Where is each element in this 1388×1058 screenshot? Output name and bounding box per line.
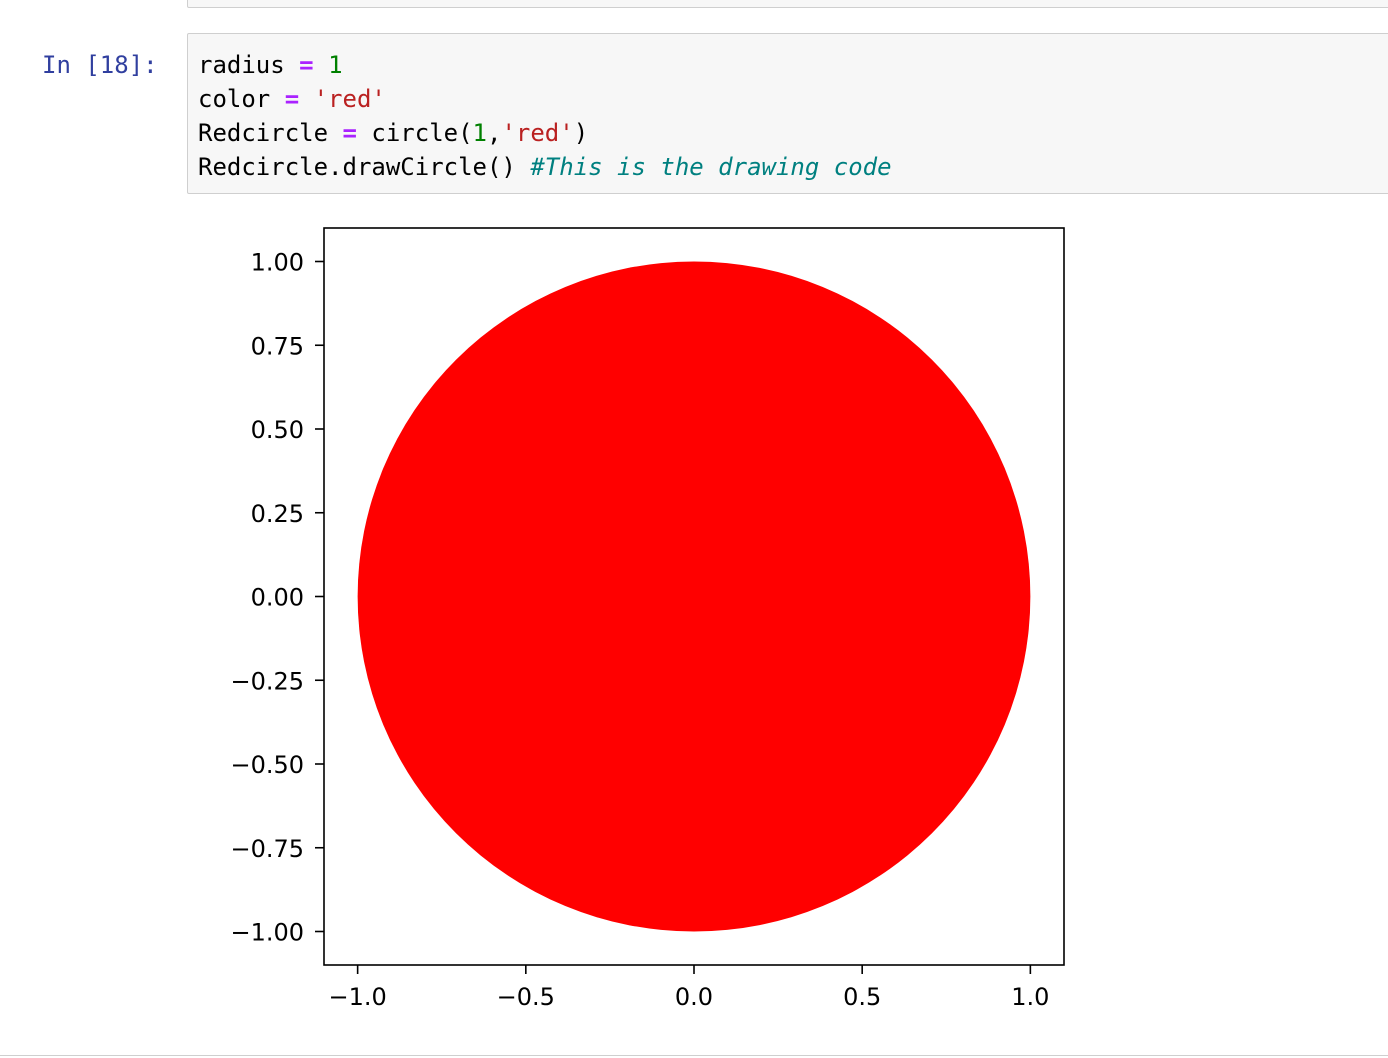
code-line: Redcircle = circle(1,'red') [198, 116, 892, 150]
code-token: Redcircle [198, 119, 343, 147]
code-token: radius [198, 51, 300, 79]
code-token: circle( [356, 119, 473, 147]
x-tick-label: 0.0 [675, 983, 713, 1011]
code-line: Redcircle.drawCircle() #This is the draw… [198, 150, 892, 184]
code-token: 'red' [313, 85, 386, 113]
code-token: 'red' [501, 119, 574, 147]
y-tick-label: 0.75 [251, 332, 304, 360]
x-tick-label: −1.0 [328, 983, 386, 1011]
code-token: 1 [472, 119, 487, 147]
code-token: , [487, 119, 502, 147]
circle-mark [357, 261, 1031, 932]
code-line: color = 'red' [198, 82, 892, 116]
x-tick-label: 0.5 [843, 983, 881, 1011]
code-token: ) [573, 119, 589, 147]
y-tick-label: 0.25 [251, 500, 304, 528]
code-token: 1 [328, 51, 343, 79]
code-token: = [299, 51, 314, 79]
code-token: = [342, 119, 357, 147]
y-tick-label: 1.00 [251, 249, 304, 277]
cell-output-area: −1.0 −0.5 0.0 0.5 1.0 1.00 0.75 0.50 0.25 0.00 −0.… [187, 205, 1107, 1035]
y-tick-label: 0.00 [251, 584, 304, 612]
y-tick-label: −1.00 [230, 919, 304, 947]
cell-prompt: In [18]: [42, 51, 158, 79]
x-tick-label: 1.0 [1011, 983, 1049, 1011]
circle-plot: −1.0 −0.5 0.0 0.5 1.0 1.00 0.75 0.50 0.25 0.00 −0.… [230, 227, 1065, 1011]
previous-cell-input-edge[interactable] [187, 0, 1388, 8]
code-token: #This is the drawing code [530, 153, 892, 181]
y-tick-label: −0.25 [230, 667, 304, 695]
code-token: color [198, 85, 285, 113]
x-tick-label: −0.5 [497, 983, 555, 1011]
y-tick-label: −0.50 [230, 751, 304, 779]
next-cell-divider [0, 1055, 1388, 1056]
y-tick-label: −0.75 [230, 835, 304, 863]
code-token: = [284, 85, 300, 113]
code-line: radius = 1 [198, 48, 892, 82]
code-input-area[interactable]: radius = 1 color = 'red' Redcircle = circl… [187, 33, 1388, 194]
code-token [314, 51, 328, 79]
code-token [299, 85, 313, 113]
y-tick-label: 0.50 [251, 416, 304, 444]
code-token: Redcircle.drawCircle() [198, 153, 531, 181]
code-editor[interactable]: radius = 1 color = 'red' Redcircle = circl… [198, 48, 892, 184]
